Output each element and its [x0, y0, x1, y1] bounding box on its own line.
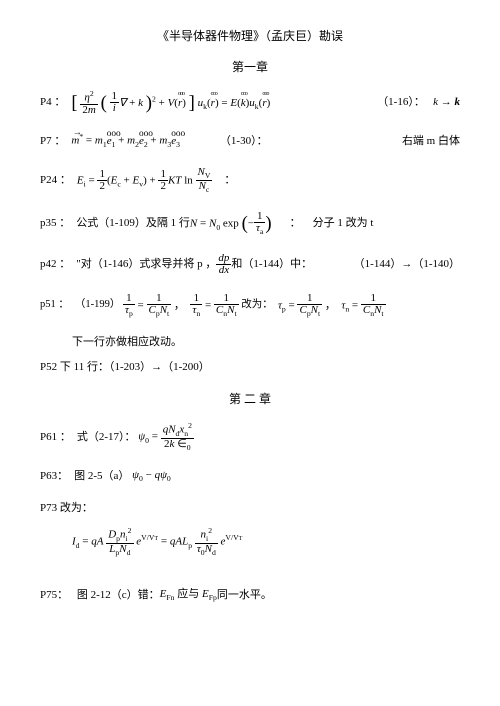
- p51-pre: （1-199）: [75, 298, 121, 313]
- line-p73-eq: Id = qA Dpni2 LpNd eV/VT = qALp ni2 τ0Nd…: [72, 527, 460, 557]
- p51-eq1: 1τp = 1CpNt ， 1τn = 1CnNt: [123, 293, 239, 319]
- p63-label: P63：: [40, 469, 68, 484]
- line-p42: p42 ： "对（1-146）式求导并将 p ， dpdx 和（1-144）中：…: [40, 253, 460, 277]
- p75-label: P75：: [40, 588, 68, 603]
- line-p35: p35 ： 公式（1-109）及隔 1 行 N = N0 exp (−1τa) …: [40, 211, 460, 237]
- p24-eq: Ei = 12(Ec + Ev) + 12KT ln NVNc: [77, 167, 213, 195]
- p42-eq: dpdx: [216, 253, 231, 277]
- p61-eq: ψ0 = qNdxn2 2k ∈0: [138, 422, 194, 452]
- p4-bold-k: k: [455, 96, 461, 108]
- p7-note: 右端 m 白体: [402, 134, 460, 149]
- p51-eq2: τp = 1CpNt ， τn = 1CnNt: [278, 293, 386, 319]
- p4-label: P4 ：: [40, 95, 65, 110]
- p24-label: P24 ：: [40, 173, 71, 188]
- line-p73-lbl: P73 改为：: [40, 501, 460, 516]
- p52-text: P52 下 11 行：（1-203）→（1-200）: [40, 360, 210, 375]
- line-p7: P7 ： m*→ = m1e1ooo + m2e2ooo + m3e3ooo （…: [40, 132, 460, 151]
- p75-pre: 图 2-12（c）错：: [77, 588, 160, 603]
- p51-mid: 改为：: [241, 298, 273, 313]
- line-below: 下一行亦做相应改动。: [72, 335, 460, 350]
- p24-colon: ：: [224, 173, 235, 188]
- line-p51: p51 ： （1-199） 1τp = 1CpNt ， 1τn = 1CnNt …: [40, 293, 460, 319]
- p35-colon: ：: [290, 216, 301, 231]
- p42-pre: "对（1-146）式求导并将 p ，: [76, 257, 216, 272]
- p35-pre: 公式（1-109）及隔 1 行: [76, 216, 190, 231]
- p63-pre: 图 2-5（a）: [74, 469, 129, 484]
- p63-eq: ψ0 − qψ0: [132, 468, 171, 485]
- p61-pre: 式（2-17）：: [77, 430, 136, 445]
- line-p4: P4 ： [ η22m ( 1i∇ + k )2 + V(rooo) ] uk(…: [40, 90, 460, 117]
- chapter-1: 第一章: [40, 59, 460, 76]
- p75-note: 同一水平。: [217, 588, 272, 603]
- chapter-2: 第 二 章: [40, 391, 460, 408]
- p51-label: p51 ：: [40, 298, 69, 313]
- below-text: 下一行亦做相应改动。: [72, 335, 182, 350]
- p7-eq: m*→ = m1e1ooo + m2e2ooo + m3e3ooo: [71, 132, 180, 151]
- p7-eqnum: （1-30）：: [220, 134, 268, 149]
- p73-eq: Id = qA Dpni2 LpNd eV/VT = qALp ni2 τ0Nd…: [72, 527, 242, 557]
- p35-eq: N = N0 exp (−1τa): [190, 211, 272, 237]
- p42-label: p42 ：: [40, 257, 70, 272]
- p4-eqnum: （1-16）：: [377, 96, 425, 108]
- p4-eq: [ η22m ( 1i∇ + k )2 + V(rooo) ] uk(rooo)…: [71, 90, 270, 117]
- p75-eq: EFn 应与 EFp: [160, 587, 217, 604]
- p35-note: 分子 1 改为 t: [313, 216, 374, 231]
- line-p24: P24 ： Ei = 12(Ec + Ev) + 12KT ln NVNc ：: [40, 167, 460, 195]
- line-p63: P63： 图 2-5（a） ψ0 − qψ0: [40, 468, 460, 485]
- line-p61: P61 ： 式（2-17）： ψ0 = qNdxn2 2k ∈0: [40, 422, 460, 452]
- line-p52: P52 下 11 行：（1-203）→（1-200）: [40, 360, 460, 375]
- p42-fix: （1-144）→（1-140）: [354, 257, 460, 272]
- p35-label: p35 ：: [40, 216, 70, 231]
- p73-label: P73 改为：: [40, 501, 93, 516]
- line-p75: P75： 图 2-12（c）错： EFn 应与 EFp 同一水平。: [40, 587, 460, 604]
- p7-label: P7 ：: [40, 134, 65, 149]
- p42-post: 和（1-144）中：: [231, 257, 312, 272]
- p61-label: P61 ：: [40, 430, 71, 445]
- doc-title: 《半导体器件物理》（孟庆巨）勘误: [40, 28, 460, 45]
